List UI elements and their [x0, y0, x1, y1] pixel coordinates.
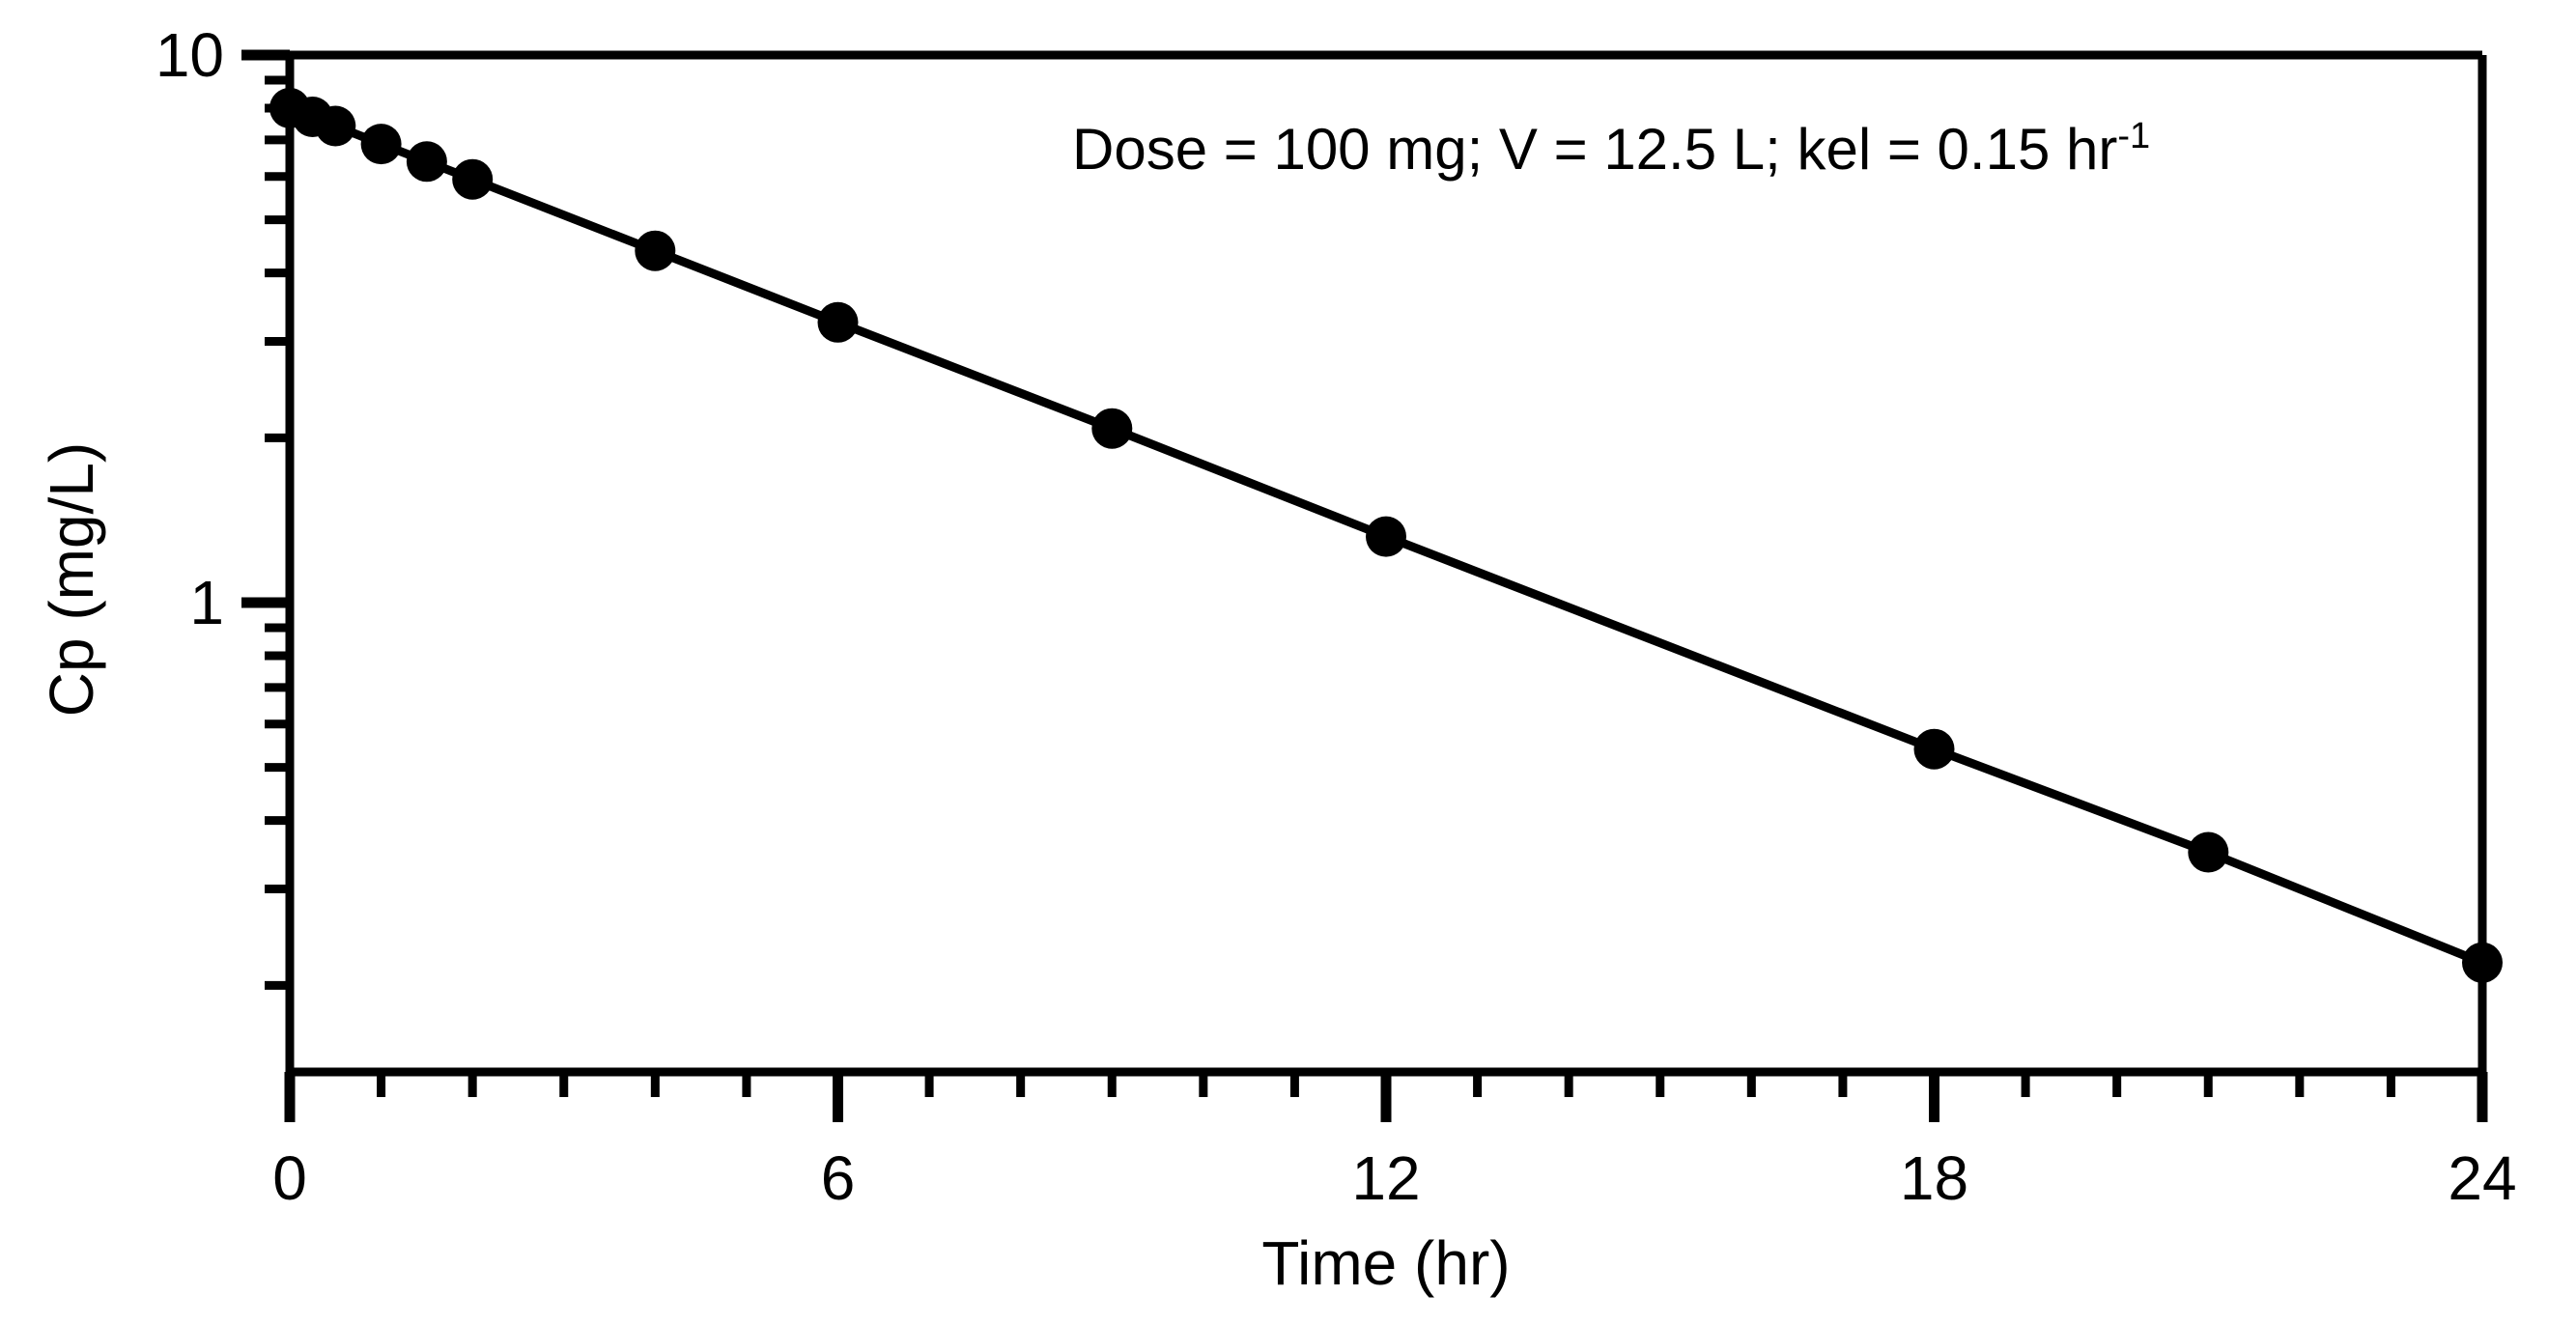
y-axis-tick-labels: 10 1 [156, 20, 224, 637]
data-point-marker [635, 230, 676, 271]
x-tick-label: 18 [1900, 1143, 1968, 1213]
plot-frame [285, 50, 2487, 1077]
data-point-marker [2462, 942, 2503, 983]
y-axis-title: Cp (mg/L) [37, 442, 106, 718]
x-tick-label: 24 [2448, 1143, 2516, 1213]
x-axis-ticks [284, 1072, 2488, 1122]
x-tick-label: 12 [1351, 1143, 1420, 1213]
x-tick-label: 0 [272, 1143, 307, 1213]
parameter-annotation: Dose = 100 mg; V = 12.5 L; kel = 0.15 hr… [1072, 116, 2150, 182]
data-point-marker [817, 301, 859, 343]
annotation-prefix: Dose = 100 mg; V = 12.5 L; kel = 0.15 hr [1072, 117, 2117, 182]
data-point-marker [452, 158, 494, 200]
x-axis-tick-labels: 0 6 12 18 24 [272, 1143, 2516, 1213]
data-point-marker [315, 105, 356, 147]
data-point-marker [1913, 728, 1955, 770]
annotation-exponent: -1 [2117, 116, 2150, 156]
y-tick-label: 10 [156, 20, 224, 90]
data-point-marker [360, 124, 402, 165]
data-point-marker [406, 141, 447, 183]
data-point-marker [1091, 408, 1133, 449]
data-point-marker [2188, 831, 2229, 873]
y-tick-label: 1 [189, 568, 224, 637]
x-axis-title: Time (hr) [1261, 1228, 1510, 1298]
data-point-marker [1366, 516, 1406, 557]
data-markers [269, 87, 2503, 983]
y-axis-ticks [241, 49, 290, 990]
x-tick-label: 6 [821, 1143, 856, 1213]
